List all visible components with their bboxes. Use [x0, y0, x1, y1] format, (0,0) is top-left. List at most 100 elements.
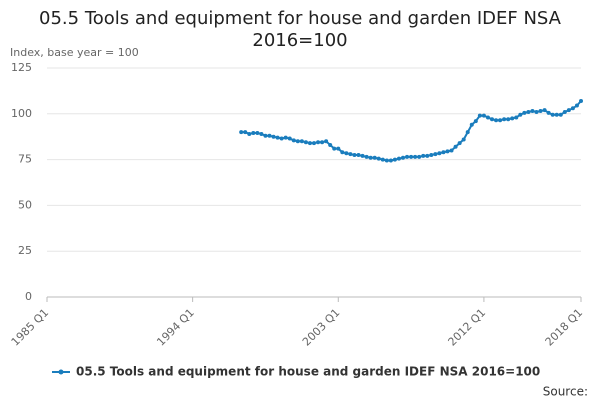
- data-point: [574, 103, 579, 108]
- data-point: [477, 113, 482, 118]
- data-point: [502, 117, 507, 122]
- data-point: [312, 141, 316, 146]
- data-point: [550, 112, 555, 117]
- series-line: [241, 100, 582, 162]
- data-point: [445, 149, 450, 154]
- data-point: [368, 155, 373, 160]
- y-tick-label: 75: [18, 153, 32, 166]
- data-point: [554, 112, 559, 117]
- data-point: [530, 109, 535, 114]
- data-point: [421, 153, 426, 158]
- data-point: [494, 118, 499, 123]
- legend-label: 05.5 Tools and equipment for house and g…: [76, 365, 540, 379]
- data-point: [546, 110, 551, 115]
- data-point: [449, 148, 454, 153]
- data-point: [396, 156, 401, 161]
- data-point: [287, 136, 292, 141]
- data-point: [473, 119, 478, 124]
- data-point: [344, 151, 349, 156]
- data-point: [506, 117, 511, 122]
- data-point: [518, 112, 523, 117]
- data-point: [303, 140, 308, 145]
- data-point: [498, 118, 503, 123]
- y-tick-label: 125: [11, 61, 32, 74]
- data-point: [320, 140, 325, 145]
- data-point: [372, 155, 377, 160]
- data-point: [388, 158, 393, 163]
- data-point: [405, 154, 410, 159]
- data-point: [538, 109, 543, 114]
- x-tick-label: 1994 Q1: [154, 306, 197, 349]
- data-point: [570, 106, 575, 111]
- data-point: [425, 153, 430, 158]
- data-point: [441, 150, 446, 155]
- data-point: [299, 139, 304, 144]
- data-point: [409, 154, 414, 159]
- data-point: [340, 150, 345, 155]
- data-point: [332, 146, 337, 151]
- data-point: [384, 158, 389, 163]
- x-tick-label: 2018 Q1: [543, 306, 586, 349]
- data-point: [469, 122, 474, 127]
- data-point: [562, 109, 567, 114]
- data-point: [263, 133, 268, 138]
- data-point: [392, 157, 397, 162]
- data-point: [542, 108, 547, 113]
- data-point: [429, 153, 434, 158]
- chart-title: 05.5 Tools and equipment for house and g…: [39, 8, 561, 51]
- data-point: [279, 136, 284, 141]
- data-point: [510, 116, 515, 121]
- data-point: [437, 151, 442, 156]
- data-point: [522, 110, 527, 115]
- y-tick-label: 25: [18, 244, 32, 257]
- data-point: [251, 131, 256, 136]
- x-tick-label: 1985 Q1: [9, 306, 52, 349]
- data-point: [259, 131, 264, 136]
- data-point: [526, 109, 531, 114]
- x-tick-label: 2003 Q1: [300, 306, 343, 349]
- data-point: [457, 141, 462, 146]
- data-point: [239, 130, 244, 135]
- data-point: [295, 139, 300, 144]
- data-point: [243, 130, 248, 135]
- data-point: [579, 98, 583, 103]
- data-point: [291, 138, 296, 143]
- data-point: [283, 135, 288, 140]
- data-point: [534, 109, 539, 114]
- data-point: [481, 113, 486, 118]
- data-point: [360, 153, 365, 158]
- data-point: [324, 139, 329, 144]
- data-point: [356, 153, 361, 158]
- data-point: [255, 131, 260, 136]
- data-point: [485, 115, 490, 120]
- data-point: [401, 155, 405, 160]
- data-point: [328, 142, 333, 147]
- data-point: [417, 154, 422, 159]
- data-point: [453, 144, 458, 149]
- y-tick-label: 100: [11, 107, 32, 120]
- data-point: [316, 140, 321, 145]
- data-point: [275, 135, 280, 140]
- data-point: [490, 117, 494, 122]
- data-point: [352, 153, 357, 158]
- data-point: [271, 134, 276, 139]
- data-point: [514, 115, 519, 120]
- data-point: [433, 152, 438, 157]
- data-point: [307, 141, 312, 146]
- x-tick-label: 2012 Q1: [446, 306, 489, 349]
- data-point: [336, 146, 341, 151]
- data-point: [380, 157, 385, 162]
- data-point: [376, 156, 381, 161]
- data-point: [566, 108, 571, 113]
- data-point: [465, 130, 470, 135]
- data-point: [413, 154, 418, 159]
- data-point: [364, 154, 369, 159]
- data-point: [558, 112, 563, 117]
- y-tick-label: 0: [25, 290, 32, 303]
- data-point: [247, 131, 252, 136]
- y-axis-label: Index, base year = 100: [10, 46, 139, 59]
- legend-marker: [58, 369, 64, 375]
- data-point: [348, 152, 353, 157]
